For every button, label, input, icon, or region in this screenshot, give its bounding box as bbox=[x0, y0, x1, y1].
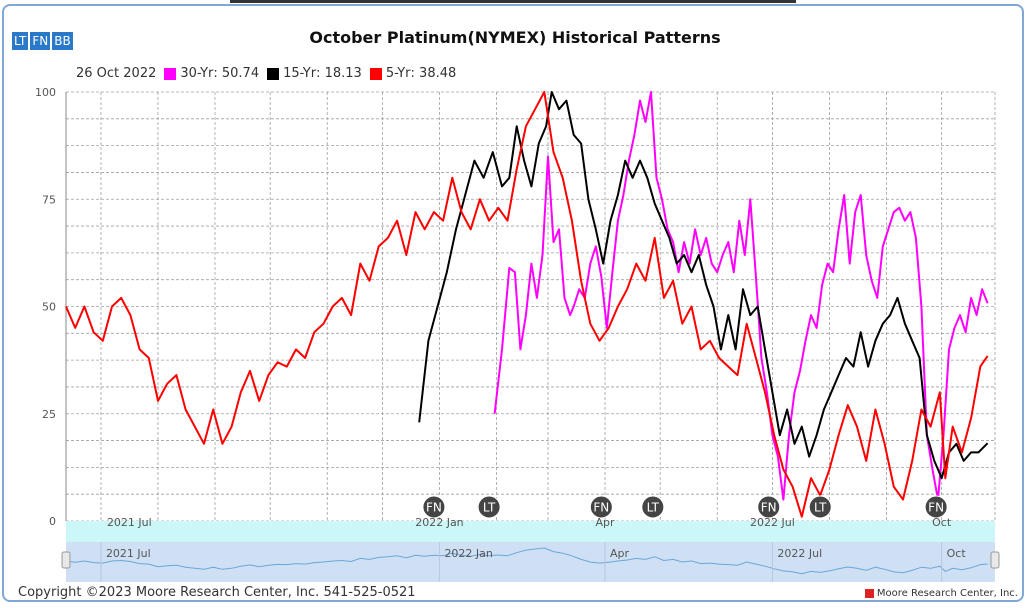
navigator[interactable]: 2021 Jul 2022 Jan Apr 2022 Jul Oct bbox=[61, 521, 1000, 582]
y-tick-label: 75 bbox=[42, 193, 56, 206]
navigator-tick-label: Apr bbox=[610, 547, 630, 560]
marker-label: FN bbox=[593, 501, 609, 515]
legend-value-15yr: 18.13 bbox=[324, 66, 362, 81]
legend-name-15yr: 15-Yr bbox=[283, 66, 317, 81]
grid-lines bbox=[65, 91, 996, 522]
navigator-handle-right[interactable] bbox=[990, 551, 1000, 569]
x-tick-label: 2022 Jan bbox=[415, 516, 463, 529]
mrci-logo-icon bbox=[864, 589, 874, 598]
marker-lt[interactable]: LT bbox=[808, 495, 832, 519]
marker-fn[interactable]: FN bbox=[757, 495, 781, 519]
marker-fn[interactable]: FN bbox=[589, 495, 613, 519]
top-bar bbox=[230, 0, 796, 3]
credit-text: Moore Research Center, Inc. bbox=[876, 588, 1018, 599]
marker-circle bbox=[422, 495, 446, 519]
legend-item-30yr[interactable]: 30-Yr: 50.74 bbox=[164, 66, 259, 81]
navigator-band bbox=[66, 521, 995, 542]
navigator-series-line bbox=[65, 547, 988, 575]
legend-date: 26 Oct 2022 bbox=[76, 66, 157, 81]
bb-toggle-button[interactable]: BB bbox=[52, 32, 73, 50]
y-tick-label: 50 bbox=[42, 301, 56, 314]
marker-label: LT bbox=[814, 501, 827, 515]
marker-label: LT bbox=[647, 501, 660, 515]
marker-lt[interactable]: LT bbox=[641, 495, 665, 519]
navigator-tick-label: 2022 Jan bbox=[444, 547, 492, 560]
navigator-tick-label: Oct bbox=[947, 547, 967, 560]
toolbar: LT FN BB bbox=[12, 32, 73, 50]
marker-circle bbox=[477, 495, 501, 519]
marker-label: FN bbox=[426, 501, 442, 515]
x-tick-label: 2022 Jul bbox=[750, 516, 795, 529]
y-tick-label: 25 bbox=[42, 408, 56, 421]
x-tick-label: 2021 Jul bbox=[107, 516, 152, 529]
marker-label: LT bbox=[483, 501, 496, 515]
marker-label: FN bbox=[928, 501, 944, 515]
navigator-window bbox=[66, 542, 995, 582]
navigator-tick-label: 2021 Jul bbox=[106, 547, 151, 560]
fn-toggle-button[interactable]: FN bbox=[30, 32, 51, 50]
y-tick-label: 100 bbox=[35, 86, 56, 99]
series-line-15-yr bbox=[418, 91, 989, 480]
legend-name-30yr: 30-Yr bbox=[180, 66, 214, 81]
legend-item-15yr[interactable]: 15-Yr: 18.13 bbox=[267, 66, 362, 81]
chart-title: October Platinum(NYMEX) Historical Patte… bbox=[309, 28, 721, 47]
marker-fn[interactable]: FN bbox=[422, 495, 446, 519]
navigator-tick-label: 2022 Jul bbox=[777, 547, 822, 560]
marker-lt[interactable]: LT bbox=[477, 495, 501, 519]
legend-name-5yr: 5-Yr bbox=[385, 66, 411, 81]
series-line-30-yr bbox=[493, 91, 989, 501]
marker-circle bbox=[589, 495, 613, 519]
marker-label: FN bbox=[761, 501, 777, 515]
legend-swatch-5yr bbox=[369, 67, 382, 80]
series-lines bbox=[65, 91, 989, 518]
navigator-handle-left[interactable] bbox=[61, 551, 71, 569]
legend-value-5yr: 38.48 bbox=[419, 66, 457, 81]
x-tick-label: Apr bbox=[595, 516, 615, 529]
legend-swatch-30yr bbox=[164, 67, 177, 80]
legend-item-5yr[interactable]: 5-Yr: 38.48 bbox=[369, 66, 457, 81]
chart-frame bbox=[2, 4, 1024, 602]
chart-legend: 26 Oct 2022 30-Yr: 50.74 15-Yr: 18.13 5-… bbox=[76, 66, 456, 81]
event-markers: FN LT FN LT FN LT FN bbox=[422, 495, 948, 519]
legend-value-30yr: 50.74 bbox=[221, 66, 260, 81]
series-line-5-yr bbox=[65, 91, 989, 518]
marker-circle bbox=[757, 495, 781, 519]
y-axis: 0 25 50 75 100 bbox=[35, 86, 56, 528]
copyright-text: Copyright ©2023 Moore Research Center, I… bbox=[18, 585, 416, 600]
marker-circle bbox=[808, 495, 832, 519]
lt-toggle-button[interactable]: LT bbox=[12, 32, 29, 50]
legend-swatch-15yr bbox=[267, 67, 280, 80]
y-tick-label: 0 bbox=[49, 515, 56, 528]
marker-fn[interactable]: FN bbox=[924, 495, 948, 519]
marker-circle bbox=[641, 495, 665, 519]
x-tick-label: Oct bbox=[932, 516, 952, 529]
marker-circle bbox=[924, 495, 948, 519]
x-axis: 2021 Jul 2022 Jan Apr 2022 Jul Oct bbox=[107, 516, 952, 529]
credit[interactable]: Moore Research Center, Inc. bbox=[864, 588, 1018, 599]
